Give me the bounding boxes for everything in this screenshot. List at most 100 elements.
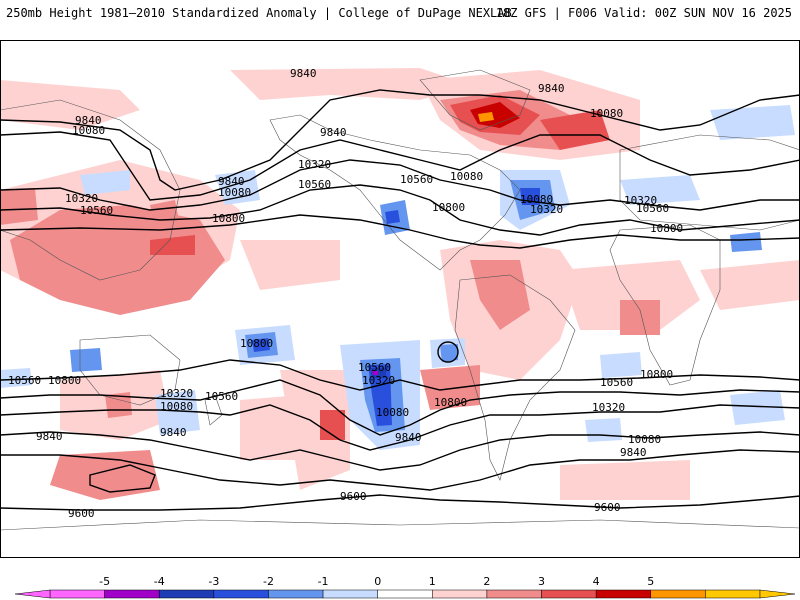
model-valid-time: 18Z GFS | F006 Valid: 00Z SUN NOV 16 202… (495, 6, 792, 20)
contour-10560-south (0, 379, 800, 436)
colorbar-tick-label: -1 (318, 575, 329, 588)
positive-anomaly-region (420, 365, 480, 410)
colorbar-block (213, 589, 269, 599)
negative-anomaly-region (730, 390, 785, 425)
colorbar-block (268, 589, 324, 599)
contour-label: 10080 (520, 193, 553, 206)
positive-anomaly-region (620, 300, 660, 335)
contour-label: 10560 (600, 376, 633, 389)
positive-anomaly-region (0, 80, 140, 130)
contour-10800-north (0, 214, 800, 249)
contour-label: 10560 (8, 374, 41, 387)
negative-anomaly-region (730, 232, 762, 252)
contour-label: 9840 (290, 67, 317, 80)
colorbar-tick-label: 5 (647, 575, 654, 588)
contour-label: 9840 (160, 426, 187, 439)
colorbar: -5 -4 -3 -2 -1 0 1 2 3 4 5 (14, 575, 796, 599)
positive-anomaly-region (560, 460, 690, 500)
asia-coast (0, 99, 181, 281)
contour-10560-north (0, 184, 800, 236)
contour-10320-south (0, 404, 800, 451)
negative-anomaly-region (155, 390, 200, 435)
north-america-coast (269, 114, 521, 271)
contour-label: 9600 (68, 507, 95, 520)
negative-anomaly-region (440, 344, 458, 362)
colorbar-tick-label: -5 (99, 575, 110, 588)
anomaly-shading (0, 68, 800, 500)
contour-label: 10320 (592, 401, 625, 414)
height-contours (0, 89, 800, 511)
contour-label: 10080 (160, 400, 193, 413)
europe-coast (619, 134, 800, 231)
south-america-coast (454, 274, 576, 481)
colorbar-tick-labels: -5 -4 -3 -2 -1 0 1 2 3 4 5 (99, 575, 654, 588)
colorbar-block (49, 589, 105, 599)
africa-coast (609, 224, 721, 386)
negative-anomaly-region (252, 338, 270, 352)
negative-anomaly-region (80, 170, 130, 195)
positive-anomaly-region (230, 68, 470, 100)
colorbar-block (705, 589, 761, 599)
contour-label: 10320 (624, 194, 657, 207)
contour-label: 9840 (75, 114, 102, 127)
anomaly-map: 9840 10080 9840 9840 10080 10320 10560 9… (0, 40, 800, 558)
contour-label: 10320 (362, 374, 395, 387)
negative-anomaly-region (215, 170, 260, 205)
contour-label: 10080 (450, 170, 483, 183)
contour-labels: 9840 10080 9840 9840 10080 10320 10560 9… (8, 67, 683, 520)
contour-label: 10320 (160, 387, 193, 400)
greenland-coast (419, 69, 531, 131)
colorbar-block (377, 589, 433, 599)
contour-label: 10320 (65, 192, 98, 205)
positive-anomaly-region (0, 188, 38, 225)
colorbar-tick-label: -3 (208, 575, 219, 588)
colorbar-tick-label: -4 (154, 575, 165, 588)
colorbar-block (158, 589, 215, 599)
contour-label: 10800 (240, 337, 273, 350)
negative-anomaly-region (0, 368, 32, 388)
coastlines (0, 69, 800, 558)
contour-9600-ring-sw (89, 464, 156, 493)
negative-anomaly-region (385, 210, 400, 224)
australia-coast (79, 334, 181, 406)
negative-anomaly-region (600, 352, 642, 378)
contour-10080-south (0, 431, 800, 471)
contour-label: 10560 (400, 173, 433, 186)
positive-anomaly-region (320, 410, 345, 440)
negative-anomaly-region (368, 364, 392, 426)
negative-anomaly-region (70, 348, 102, 372)
colorbar-tick-label: 2 (483, 575, 490, 588)
contour-label: 10320 (530, 203, 563, 216)
contour-9840-south (0, 449, 800, 491)
contour-label: 9840 (538, 82, 565, 95)
colorbar-block (104, 589, 160, 599)
contour-9840-north (0, 89, 800, 191)
negative-anomaly-region (620, 175, 700, 205)
contour-label: 9600 (594, 501, 621, 514)
contour-label: 10080 (72, 124, 105, 137)
contour-label: 10080 (628, 433, 661, 446)
negative-anomaly-region (710, 105, 795, 140)
colorbar-tick-label: 0 (374, 575, 381, 588)
colorbar-tick-label: 1 (429, 575, 436, 588)
contour-label: 10560 (298, 178, 331, 191)
positive-anomaly-region (240, 240, 340, 290)
contour-label: 9840 (620, 446, 647, 459)
contour-label: 9600 (340, 490, 367, 503)
contour-label: 10080 (590, 107, 623, 120)
contour-label: 10080 (218, 186, 251, 199)
contour-label: 10560 (205, 390, 238, 403)
contour-ring-sam (437, 341, 459, 363)
colorbar-tick-label: -2 (263, 575, 274, 588)
positive-anomaly-region (540, 110, 610, 150)
contour-label: 10080 (376, 406, 409, 419)
colorbar-block (541, 589, 597, 599)
colorbar-block (486, 589, 542, 599)
contour-label: 10800 (640, 368, 673, 381)
contour-10080-north (0, 131, 800, 201)
colorbar-max-arrow (759, 589, 796, 599)
antarctica-coast (0, 519, 800, 558)
contour-label: 10560 (358, 361, 391, 374)
positive-anomaly-region (150, 235, 195, 255)
contour-label: 9840 (218, 175, 245, 188)
